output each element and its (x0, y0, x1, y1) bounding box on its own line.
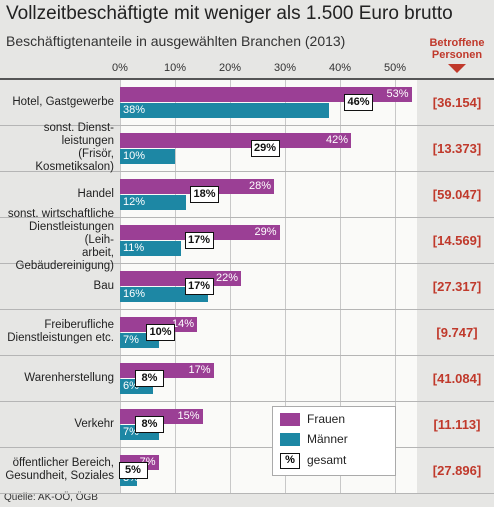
total-label: 17% (184, 278, 214, 295)
bar-maenner (120, 241, 181, 256)
grid-line (175, 79, 176, 493)
category-label: Bau (93, 279, 114, 292)
total-label: 8% (135, 416, 164, 433)
x-tick-label: 10% (163, 62, 187, 74)
category-label: sonst. wirtschaftliche Dienstleistungen … (7, 207, 114, 272)
category-label: Verkehr (74, 417, 114, 430)
bar-maenner (120, 103, 329, 118)
bar-maenner (120, 149, 175, 164)
grid-line (120, 79, 121, 493)
row-separator (0, 171, 494, 172)
chart-subtitle: Beschäftigtenanteile in ausgewählten Bra… (6, 33, 346, 49)
total-label: 10% (146, 324, 175, 341)
bar-label: 53% (386, 88, 409, 100)
total-label: 5% (118, 462, 148, 479)
grid-line (395, 79, 396, 493)
bar-label: 28% (248, 180, 271, 192)
bar-label: 38% (123, 104, 146, 116)
bar-maenner (120, 195, 186, 210)
affected-value: [9.747] (436, 324, 478, 340)
bar-label: 22% (215, 272, 238, 284)
bar-label: 17% (188, 364, 211, 376)
total-label: 29% (250, 140, 280, 157)
total-label: 46% (344, 94, 373, 111)
bar-label: 14% (171, 318, 194, 330)
bar-label: 7% (123, 334, 139, 346)
bar-frauen (120, 133, 351, 148)
category-label: Freiberufliche Dienstleistungen etc. (7, 319, 114, 344)
source: Quelle: AK-OÖ, ÖGB (4, 492, 98, 503)
x-tick-label: 0% (112, 62, 128, 74)
affected-value: [14.569] (432, 232, 482, 248)
bar-label: 6% (123, 380, 139, 392)
axis-line (0, 78, 494, 80)
category-label: Handel (77, 187, 114, 200)
legend-label: gesamt (307, 453, 347, 467)
total-label: 17% (184, 232, 214, 249)
bar-label: 15% (177, 410, 200, 422)
bar-frauen (120, 87, 412, 102)
affected-value: [11.113] (433, 416, 481, 432)
category-label: Warenherstellung (24, 371, 114, 384)
bar-label: 29% (254, 226, 277, 238)
affected-arrow (448, 64, 466, 73)
row-separator (0, 447, 494, 448)
row-separator (0, 493, 494, 494)
category-label: Hotel, Gastgewerbe (12, 95, 114, 108)
bar-label: 11% (123, 242, 145, 254)
affected-value: [36.154] (432, 94, 482, 110)
bar-label: 12% (123, 196, 146, 208)
row-separator (0, 355, 494, 356)
total-label: 18% (190, 186, 219, 203)
row-separator (0, 263, 494, 264)
row-separator (0, 217, 494, 218)
row-separator (0, 401, 494, 402)
category-label: sonst. Dienst- leistungen (Frisör, Kosme… (35, 122, 114, 173)
bar-label: 7% (123, 426, 139, 438)
legend-swatch (280, 413, 300, 426)
row-separator (0, 125, 494, 126)
legend-symbol: % (280, 453, 300, 469)
legend-label: Frauen (307, 412, 346, 426)
affected-value: [27.896] (432, 462, 482, 478)
x-tick-label: 40% (328, 62, 352, 74)
bar-label: 42% (325, 134, 348, 146)
affected-value: [59.047] (432, 186, 482, 202)
grid-line (285, 79, 286, 493)
x-tick-label: 50% (383, 62, 407, 74)
grid-line (230, 79, 231, 493)
legend-label: Männer (307, 432, 348, 446)
affected-value: [27.317] (432, 278, 482, 294)
x-tick-label: 30% (273, 62, 297, 74)
row-separator (0, 309, 494, 310)
affected-header: Betroffene Personen (429, 37, 485, 61)
grid-line (340, 79, 341, 493)
legend-swatch (280, 433, 300, 446)
affected-value: [41.084] (432, 370, 482, 386)
category-label: öffentlicher Bereich, Gesundheit, Sozial… (5, 457, 114, 482)
chart-title: Vollzeitbeschäftigte mit weniger als 1.5… (6, 3, 453, 24)
bar-label: 10% (123, 150, 146, 162)
affected-value: [13.373] (432, 140, 482, 156)
total-label: 8% (135, 370, 164, 387)
x-tick-label: 20% (218, 62, 242, 74)
bar-label: 16% (123, 288, 146, 300)
